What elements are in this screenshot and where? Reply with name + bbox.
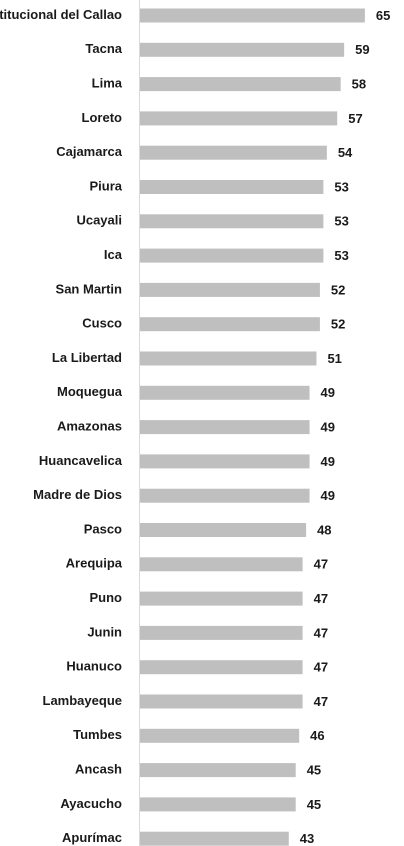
category-label: Piura — [89, 178, 122, 193]
bar — [140, 831, 289, 846]
bar — [140, 420, 310, 435]
value-label: 52 — [331, 282, 345, 297]
category-label: Ica — [104, 247, 123, 262]
category-label: Ancash — [75, 762, 122, 777]
category-label: Amazonas — [57, 419, 122, 434]
value-label: 45 — [307, 763, 321, 778]
value-label: 51 — [327, 351, 341, 366]
category-label: Huanuco — [66, 659, 122, 674]
category-label: Arequipa — [66, 556, 123, 571]
value-label: 59 — [355, 42, 369, 57]
category-label: Tacna — [85, 41, 122, 56]
value-label: 49 — [321, 454, 335, 469]
category-label: Tumbes — [73, 727, 122, 742]
category-label: Moquegua — [57, 384, 123, 399]
value-label: 48 — [317, 522, 331, 537]
bar — [140, 488, 310, 503]
value-label: 45 — [307, 797, 321, 812]
value-label: 52 — [331, 317, 345, 332]
value-label: 49 — [321, 385, 335, 400]
category-label: Lambayeque — [43, 693, 122, 708]
value-label: 47 — [314, 660, 328, 675]
bar — [140, 694, 303, 709]
bar — [140, 660, 303, 675]
bar — [140, 180, 324, 194]
value-label: 53 — [334, 179, 348, 194]
bar — [140, 591, 303, 606]
category-label: Pasco — [84, 521, 122, 536]
bar — [140, 385, 310, 400]
value-label: 49 — [321, 488, 335, 503]
category-label: Madre de Dios — [33, 487, 122, 502]
value-label: 54 — [338, 145, 353, 160]
bar — [140, 111, 338, 126]
category-label: Ayacucho — [60, 796, 122, 811]
value-label: 47 — [314, 694, 328, 709]
category-label: Provincia Constitucional del Callao — [0, 7, 122, 22]
value-label: 58 — [352, 77, 366, 92]
category-label: Cajamarca — [56, 144, 123, 159]
value-label: 49 — [321, 420, 335, 435]
bar — [140, 351, 317, 366]
bar — [140, 145, 327, 160]
value-label: 53 — [334, 214, 348, 229]
value-label: 47 — [314, 591, 328, 606]
category-label: Junin — [87, 624, 122, 639]
bar — [140, 317, 320, 332]
category-label: Apurímac — [62, 830, 122, 845]
category-label: Loreto — [82, 110, 123, 125]
bar — [140, 248, 324, 263]
value-label: 46 — [310, 728, 324, 743]
bar — [140, 797, 296, 812]
value-label: 43 — [300, 831, 314, 846]
category-label: San Martin — [56, 281, 123, 296]
value-label: 53 — [334, 248, 348, 263]
value-label: 65 — [376, 8, 390, 23]
category-label: Cusco — [82, 316, 122, 331]
category-label: Puno — [90, 590, 123, 605]
bar — [140, 8, 365, 23]
bar — [140, 77, 341, 92]
value-label: 57 — [348, 111, 362, 126]
category-label: Ucayali — [76, 213, 122, 228]
bar — [140, 42, 345, 57]
category-label: Huancavelica — [39, 453, 123, 468]
bar — [140, 557, 303, 572]
bar — [140, 523, 307, 537]
bars-layer: Provincia Constitucional del Callao 65 Tac… — [0, 7, 390, 846]
bar — [140, 454, 310, 469]
category-label: Lima — [92, 76, 123, 91]
bar — [140, 728, 300, 743]
bar — [140, 625, 303, 640]
value-label: 47 — [314, 625, 328, 640]
bar — [140, 214, 324, 229]
bar — [140, 282, 320, 297]
bar — [140, 763, 296, 778]
category-label: La Libertad — [52, 350, 122, 365]
value-label: 47 — [314, 557, 328, 572]
